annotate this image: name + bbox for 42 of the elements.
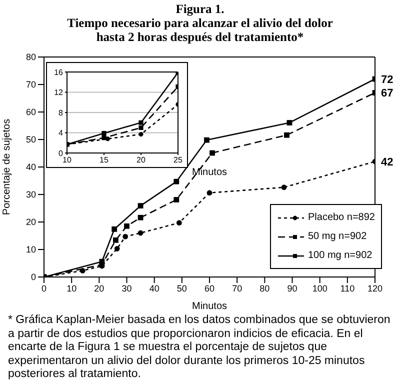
y-tick-label: 8 (58, 108, 64, 118)
data-label: 67 (381, 88, 394, 100)
x-tick-label: 40 (149, 283, 160, 294)
legend-label: Placebo n=892 (308, 212, 375, 223)
y-tick-label: 10 (26, 244, 36, 255)
data-label: 42 (381, 156, 394, 168)
x-tick-label: 100 (312, 283, 328, 294)
x-tick-label: 10 (66, 283, 77, 294)
y-tick-label: 0 (58, 148, 64, 158)
x-tick-label: 0 (41, 283, 47, 294)
x-tick-label: 90 (287, 283, 298, 294)
x-tick-label: 120 (367, 283, 383, 294)
y-tick-label: 70 (26, 80, 36, 90)
x-tick-label: 15 (100, 156, 109, 165)
y-tick-label: 4 (58, 128, 64, 138)
x-tick-label: 20 (136, 156, 146, 165)
text: * Gráfica Kaplan-Meier basada en los datos combinados que se obtuvieron a partir de dos estudios que proporcionaron indicios de eficacia. En el encarte de la Figura 1 se muestra el porcentaje de sujetos que experimentaron un alivio del dolor durante los primeros 10-25 minutos posteriores al tratamiento. (8, 314, 392, 382)
x-axis-title: Minutos (192, 301, 228, 312)
legend-label: 100 mg n=902 (308, 250, 372, 261)
x-tick-label: 70 (232, 283, 242, 294)
x-tick-label: 80 (260, 283, 270, 294)
legend-label: 50 mg n=902 (308, 231, 367, 242)
x-tick-label: 30 (122, 283, 132, 294)
y-tick-label: 50 (26, 134, 36, 145)
y-tick-label: 20 (26, 217, 36, 228)
y-tick-label: 80 (26, 52, 36, 62)
y-tick-label: 60 (26, 107, 36, 118)
x-tick-label: 60 (204, 283, 215, 294)
x-tick-label: 110 (340, 283, 355, 294)
x-axis-title: Minutos (192, 167, 228, 178)
chart-subtitle: Tiempo necesario para alcanzar el alivio del dolor hasta 2 horas después del tratamiento* (66, 16, 334, 44)
x-tick-label: 20 (94, 283, 104, 294)
y-tick-label: 30 (26, 190, 36, 200)
chart-title: Figura 1. (174, 2, 226, 16)
y-tick-label: 16 (54, 68, 64, 77)
y-axis-title: Porcentaje de sujetos (2, 118, 13, 216)
y-tick-label: 0 (30, 272, 36, 282)
y-tick-label: 40 (26, 162, 36, 172)
x-tick-label: 50 (176, 283, 187, 294)
y-tick-label: 12 (54, 88, 64, 98)
data-label: 72 (381, 74, 394, 86)
x-tick-label: 25 (174, 156, 183, 165)
